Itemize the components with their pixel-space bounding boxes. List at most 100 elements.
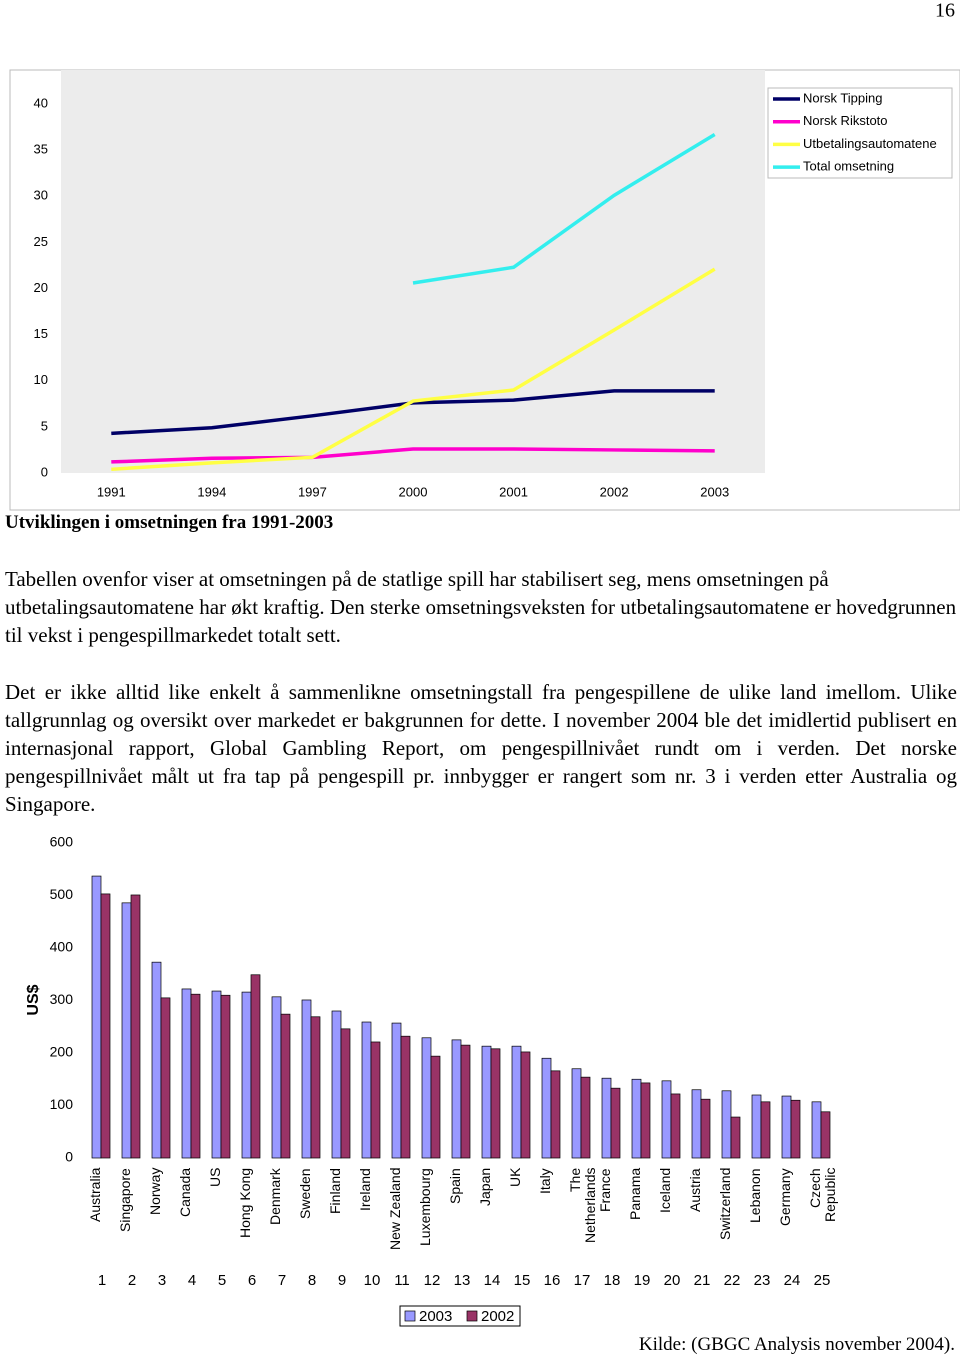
legend-swatch: [404, 1310, 416, 1322]
bar: [571, 1068, 582, 1159]
x-tick-label: Iceland: [657, 1168, 673, 1214]
bar: [811, 1101, 822, 1159]
legend-label: Norsk Rikstoto: [803, 113, 888, 128]
bar: [211, 990, 222, 1159]
y-tick-label: 0: [65, 1149, 73, 1165]
bar: [91, 875, 102, 1159]
rank-label: 9: [338, 1272, 346, 1289]
bar: [400, 1035, 411, 1159]
rank-label: 18: [604, 1272, 621, 1289]
x-tick-label: 2000: [399, 484, 428, 499]
rank-label: 2: [128, 1272, 136, 1289]
rank-label: 8: [308, 1272, 316, 1289]
bar: [250, 974, 261, 1159]
y-tick-label: 30: [34, 188, 48, 203]
rank-label: 7: [278, 1272, 286, 1289]
x-tick-label: 1997: [298, 484, 327, 499]
rank-label: 25: [814, 1272, 831, 1289]
x-tick-label: Sweden: [297, 1168, 313, 1219]
bar: [301, 999, 312, 1159]
source: Kilde: (GBGC Analysis november 2004).: [638, 1334, 955, 1355]
rank-label: 11: [394, 1272, 410, 1289]
legend-label: Norsk Tipping: [803, 90, 882, 105]
legend-box: [399, 1305, 521, 1327]
x-tick-label: Japan: [477, 1168, 493, 1207]
rank-label: 3: [158, 1272, 166, 1289]
bar: [550, 1070, 561, 1159]
line-series: [412, 132, 716, 285]
y-tick-label: 5: [41, 418, 48, 433]
bar: [721, 1090, 732, 1159]
legend-label: 2003: [419, 1308, 452, 1325]
bar: [601, 1077, 612, 1159]
bar: [790, 1099, 801, 1159]
rank-label: 1: [98, 1272, 106, 1289]
x-tick-label: Denmark: [267, 1168, 283, 1225]
y-tick-label: 40: [34, 95, 48, 110]
x-tick-label: 1991: [97, 484, 126, 499]
bar: [310, 1016, 321, 1159]
y-tick-label: 600: [50, 834, 74, 850]
bar: [190, 993, 201, 1159]
x-tick-label: New Zealand: [387, 1168, 403, 1251]
x-tick-label: Lebanon: [747, 1168, 763, 1223]
y-tick-label: 20: [34, 280, 48, 295]
rank-label: 19: [634, 1272, 651, 1289]
rank-label: 17: [574, 1272, 591, 1289]
x-tick-label: Austria: [687, 1168, 703, 1212]
bar: [421, 1037, 432, 1159]
legend-box: [767, 87, 953, 179]
y-tick-label: 500: [50, 886, 74, 902]
x-tick-label: Singapore: [117, 1168, 133, 1232]
bar: [130, 894, 141, 1159]
rank-label: 4: [188, 1272, 196, 1289]
rank-label: 15: [514, 1272, 531, 1289]
bar: [340, 1028, 351, 1159]
y-tick-label: 300: [50, 991, 74, 1007]
bar: [691, 1089, 702, 1159]
x-tick-label: Italy: [537, 1168, 553, 1194]
bar: [781, 1095, 792, 1159]
bar: [481, 1045, 492, 1159]
bar: [160, 997, 171, 1159]
chart-caption: Utviklingen i omsetningen fra 1991-2003: [5, 512, 334, 533]
rank-label: 21: [694, 1272, 711, 1289]
bar: [730, 1116, 741, 1159]
rank-label: 13: [454, 1272, 471, 1289]
rank-label: 12: [424, 1272, 441, 1289]
x-tick-label: Switzerland: [717, 1168, 733, 1241]
bar: [361, 1021, 372, 1159]
bar: [631, 1078, 642, 1159]
paragraph: Det er ikke alltid like enkelt å sammenl…: [5, 680, 957, 816]
y-tick-label: 35: [34, 142, 48, 157]
x-tick-label: 2002: [600, 484, 629, 499]
legend-label: Utbetalingsautomatene: [803, 136, 937, 151]
bar: [460, 1044, 471, 1159]
bar: [391, 1022, 402, 1159]
bar: [751, 1094, 762, 1159]
y-axis-label: US$: [25, 984, 42, 1015]
x-tick-label: Norway: [147, 1168, 163, 1216]
legend-label: 2002: [481, 1308, 514, 1325]
y-tick-label: 100: [50, 1096, 74, 1112]
bar: [541, 1057, 552, 1159]
x-tick-label: Ireland: [357, 1168, 373, 1211]
y-tick-label: 0: [41, 464, 48, 479]
x-tick-label: 2003: [700, 484, 729, 499]
bar: [670, 1093, 681, 1159]
bar: [511, 1045, 522, 1159]
y-tick-label: 15: [34, 326, 48, 341]
x-tick-label: Canada: [177, 1168, 193, 1218]
bar: [121, 902, 132, 1159]
x-tick-label: France: [597, 1168, 613, 1212]
bar: [220, 994, 231, 1159]
bar: [370, 1041, 381, 1159]
rank-label: 14: [484, 1272, 501, 1289]
bar: [271, 996, 282, 1159]
paragraph: Tabellen ovenfor viser at omsetningen på…: [5, 567, 957, 647]
bar: [700, 1098, 711, 1159]
bar: [331, 1010, 342, 1159]
x-tick-label: 1994: [197, 484, 226, 499]
x-tick-label: Hong Kong: [237, 1168, 253, 1239]
